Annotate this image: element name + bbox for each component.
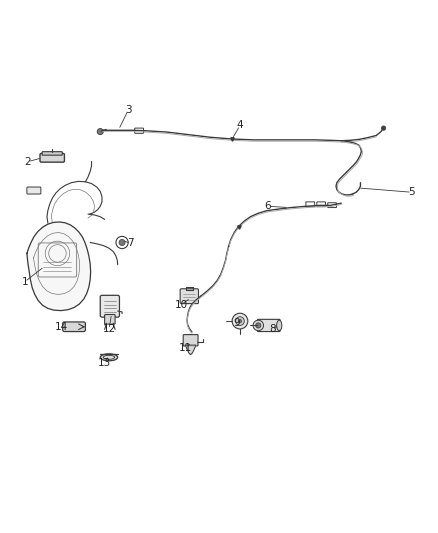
Text: 3: 3 — [125, 105, 131, 115]
Text: 4: 4 — [237, 120, 243, 131]
Text: 7: 7 — [127, 238, 134, 248]
FancyBboxPatch shape — [328, 203, 336, 207]
Circle shape — [256, 323, 261, 328]
Text: 1: 1 — [21, 277, 28, 287]
Text: 2: 2 — [25, 157, 31, 167]
Circle shape — [236, 317, 244, 326]
FancyBboxPatch shape — [135, 128, 144, 133]
FancyBboxPatch shape — [27, 187, 41, 194]
Text: 14: 14 — [55, 322, 68, 332]
Circle shape — [238, 319, 242, 323]
FancyBboxPatch shape — [40, 154, 64, 162]
Text: 5: 5 — [409, 187, 415, 197]
Polygon shape — [27, 222, 91, 311]
Text: 13: 13 — [98, 358, 111, 368]
Circle shape — [116, 236, 128, 248]
FancyBboxPatch shape — [180, 289, 198, 304]
Circle shape — [253, 320, 264, 330]
Text: 12: 12 — [102, 325, 116, 334]
Ellipse shape — [100, 354, 118, 361]
Circle shape — [97, 128, 103, 135]
Text: 6: 6 — [265, 201, 271, 211]
FancyBboxPatch shape — [306, 202, 314, 207]
Circle shape — [119, 239, 125, 246]
FancyBboxPatch shape — [317, 202, 325, 207]
FancyBboxPatch shape — [258, 319, 280, 332]
FancyBboxPatch shape — [183, 335, 198, 346]
Polygon shape — [185, 345, 196, 354]
FancyBboxPatch shape — [63, 322, 85, 332]
Text: 9: 9 — [233, 318, 240, 328]
Circle shape — [381, 126, 386, 130]
FancyBboxPatch shape — [100, 295, 120, 317]
Text: 11: 11 — [179, 343, 192, 353]
Circle shape — [232, 313, 248, 329]
Text: 8: 8 — [269, 325, 276, 334]
FancyBboxPatch shape — [42, 152, 62, 155]
Text: 10: 10 — [174, 300, 187, 310]
FancyBboxPatch shape — [105, 314, 115, 324]
Ellipse shape — [277, 320, 282, 330]
Ellipse shape — [103, 356, 115, 359]
